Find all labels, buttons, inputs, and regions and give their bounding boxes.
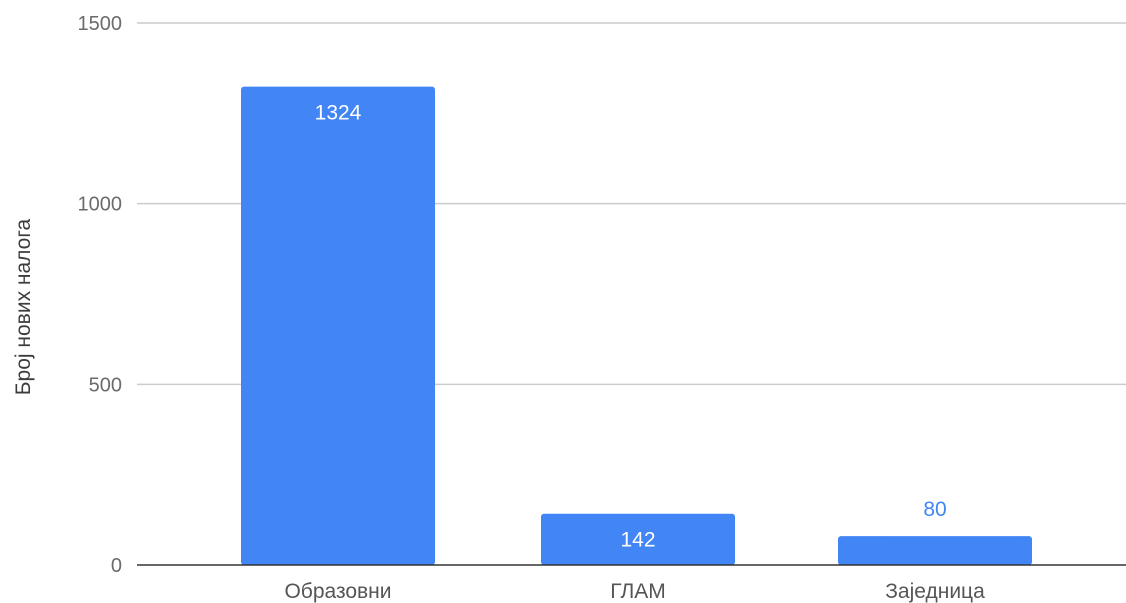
bar [241,86,435,565]
y-tick-label: 500 [89,374,122,396]
data-label: 142 [620,529,655,552]
bar [838,536,1032,565]
data-label: 80 [923,498,946,521]
y-tick-label: 0 [111,555,122,577]
y-tick-label: 1500 [78,13,123,35]
x-tick-label: ГЛАМ [610,580,665,603]
x-axis-ticks: Образовни ГЛАМ Заједница [284,580,985,603]
data-labels: 1324 142 80 [315,102,947,552]
y-axis-title: Број нових налога [12,218,35,395]
y-tick-label: 1000 [78,194,123,216]
bars [241,86,1032,565]
data-label: 1324 [315,102,362,125]
x-tick-label: Заједница [885,580,985,603]
y-axis-ticks: 0 500 1000 1500 [78,13,123,577]
x-tick-label: Образовни [284,580,391,603]
bar [541,513,735,565]
